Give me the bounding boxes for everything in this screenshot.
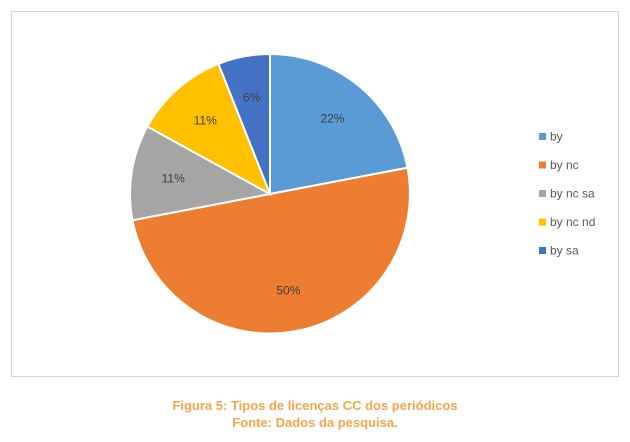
pie-slice-by-nc	[131, 166, 411, 335]
legend-swatch-by-nc-sa	[539, 190, 546, 197]
slice-label-by-nc: 50%	[276, 283, 300, 297]
figure-source: Fonte: Dados da pesquisa.	[232, 415, 398, 430]
legend-swatch-by	[539, 133, 546, 140]
pie-slice-by-sa	[217, 52, 271, 195]
slice-label-by: 22%	[320, 111, 344, 125]
legend-label-by-sa: by sa	[550, 244, 579, 258]
pie-slice-by-nc-sa	[129, 125, 273, 222]
legend-label-by-nc: by nc	[550, 158, 579, 172]
legend-label-by-nc-sa: by nc sa	[550, 187, 595, 201]
pie-slice-by	[269, 52, 409, 196]
pie-slice-labels: 22% 50% 11% 11% 6%	[162, 91, 345, 298]
slice-label-by-nc-nd: 11%	[194, 113, 217, 127]
legend-label-by-nc-nd: by nc nd	[550, 215, 595, 229]
pie-slice-by-nc-nd	[145, 62, 272, 197]
legend-swatch-by-sa	[539, 247, 546, 254]
legend-swatch-by-nc	[539, 161, 546, 169]
chart-legend: by by nc by nc sa by nc nd by sa	[539, 130, 595, 258]
slice-label-by-sa: 6%	[243, 91, 261, 105]
slice-label-by-nc-sa: 11%	[162, 172, 185, 186]
pie-slices	[129, 52, 411, 335]
legend-label-by: by	[550, 130, 563, 144]
legend-swatch-by-nc-nd	[539, 218, 546, 226]
figure-caption: Figura 5: Tipos de licenças CC dos perió…	[172, 398, 458, 413]
